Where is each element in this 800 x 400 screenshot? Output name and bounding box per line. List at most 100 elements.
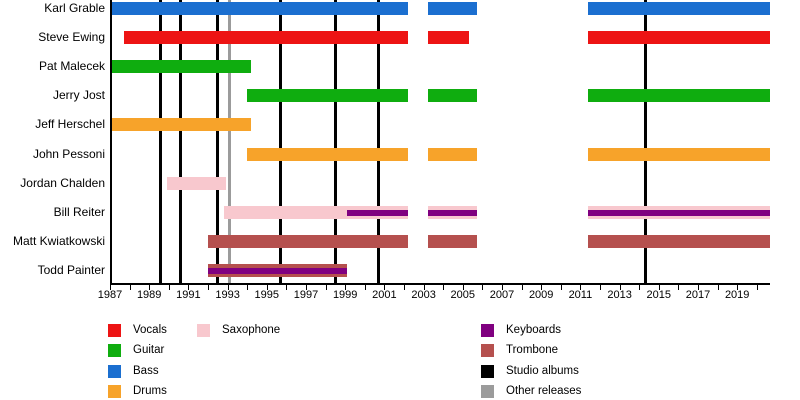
x-tick (188, 284, 190, 290)
x-tick (286, 284, 288, 290)
x-tick-label: 2009 (528, 289, 554, 301)
x-tick (678, 284, 680, 290)
studio-album-line (377, 0, 381, 283)
x-tick-label: 2001 (372, 289, 397, 301)
timeline-bar (110, 59, 252, 73)
x-tick (600, 284, 601, 290)
legend-label: Bass (133, 364, 159, 377)
x-tick (443, 284, 445, 290)
timeline-bar (110, 118, 252, 132)
x-tick (619, 284, 621, 290)
studio-album-line (333, 0, 337, 283)
plot-area (110, 0, 770, 283)
timeline-bar (208, 264, 348, 278)
x-tick (384, 284, 386, 290)
x-tick-label: 2015 (646, 289, 672, 301)
x-tick (462, 284, 464, 290)
instrument-stripe (427, 209, 477, 216)
x-tick (698, 284, 699, 290)
other-release-line (228, 0, 232, 283)
x-tick (756, 284, 758, 290)
x-tick-label: 1999 (332, 289, 358, 301)
x-tick (404, 284, 405, 290)
timeline-bar (427, 147, 477, 161)
x-tick-label: 2007 (489, 289, 515, 301)
timeline-bar (427, 1, 477, 15)
x-tick-label: 1989 (136, 289, 162, 301)
timeline-bar (588, 147, 770, 161)
x-tick (208, 284, 209, 290)
member-label: Jordan Chalden (20, 175, 105, 190)
timeline-bar (427, 205, 477, 219)
member-label: Bill Reiter (53, 204, 105, 219)
x-tick (168, 284, 170, 290)
instrument-stripe (347, 209, 408, 216)
studio-album-line (216, 0, 220, 283)
instrument-stripe (588, 209, 770, 216)
timeline-bar (123, 30, 408, 44)
drums-swatch (108, 384, 121, 398)
x-tick (423, 284, 425, 290)
instrument-stripe (208, 268, 348, 275)
legend-label: Drums (133, 384, 167, 397)
x-axis-line (110, 283, 770, 285)
x-tick (541, 284, 543, 290)
timeline-bar (223, 205, 408, 219)
x-tick (247, 284, 249, 290)
x-tick (658, 284, 660, 290)
member-labels-column: Karl Grable Steve Ewing Pat Malecek Jerry J… (0, 0, 105, 283)
x-tick-label: 1993 (215, 289, 240, 301)
x-tick (482, 284, 484, 290)
x-tick (364, 284, 366, 290)
timeline-bar (588, 235, 770, 249)
x-tick-label: 2005 (450, 289, 476, 301)
x-tick (639, 284, 641, 290)
x-tick (227, 284, 229, 290)
x-tick (266, 284, 268, 290)
timeline-bar (588, 205, 770, 219)
x-tick (560, 284, 562, 290)
studio-album-line (279, 0, 283, 283)
x-tick-label: 2003 (411, 289, 436, 301)
member-label: Pat Malecek (38, 58, 105, 73)
x-tick-label: 1991 (176, 289, 201, 301)
timeline-bar (427, 89, 477, 103)
timeline-bar (588, 89, 770, 103)
timeline-bar (588, 1, 770, 15)
timeline-bar (247, 147, 408, 161)
studio-album-line (643, 0, 647, 283)
studio-album-line (179, 0, 183, 283)
timeline-bar (427, 235, 477, 249)
member-label: Jerry Jost (52, 88, 105, 103)
x-tick-label: 2011 (568, 289, 593, 301)
legend-label: Guitar (133, 344, 165, 357)
legend-label: Vocals (133, 324, 167, 336)
x-tick (129, 284, 131, 290)
x-tick (345, 284, 347, 290)
x-tick (306, 284, 307, 290)
legend-label: Trombone (506, 344, 558, 357)
x-tick (717, 284, 719, 290)
bass-swatch (108, 364, 121, 378)
x-tick-label: 1995 (254, 289, 280, 301)
x-tick (580, 284, 582, 290)
studio-album-line (159, 0, 163, 283)
vocals-swatch (108, 324, 121, 337)
legend-label: Other releases (506, 384, 582, 397)
member-label: Matt Kwiatkowski (12, 234, 105, 249)
legend-label: Studio albums (506, 364, 579, 377)
timeline-bar (110, 1, 408, 15)
x-tick (737, 284, 739, 290)
x-tick (502, 284, 503, 290)
y-axis-line (110, 0, 112, 283)
timeline-bar (427, 30, 469, 44)
x-tick-label: 2013 (607, 289, 632, 301)
member-label: Todd Painter (37, 263, 105, 278)
member-label: Jeff Herschel (35, 117, 105, 132)
legend-label: Saxophone (222, 324, 281, 336)
x-tick-label: 1997 (293, 289, 319, 301)
guitar-swatch (108, 344, 121, 358)
member-label: Karl Grable (44, 0, 105, 15)
x-tick (521, 284, 523, 290)
